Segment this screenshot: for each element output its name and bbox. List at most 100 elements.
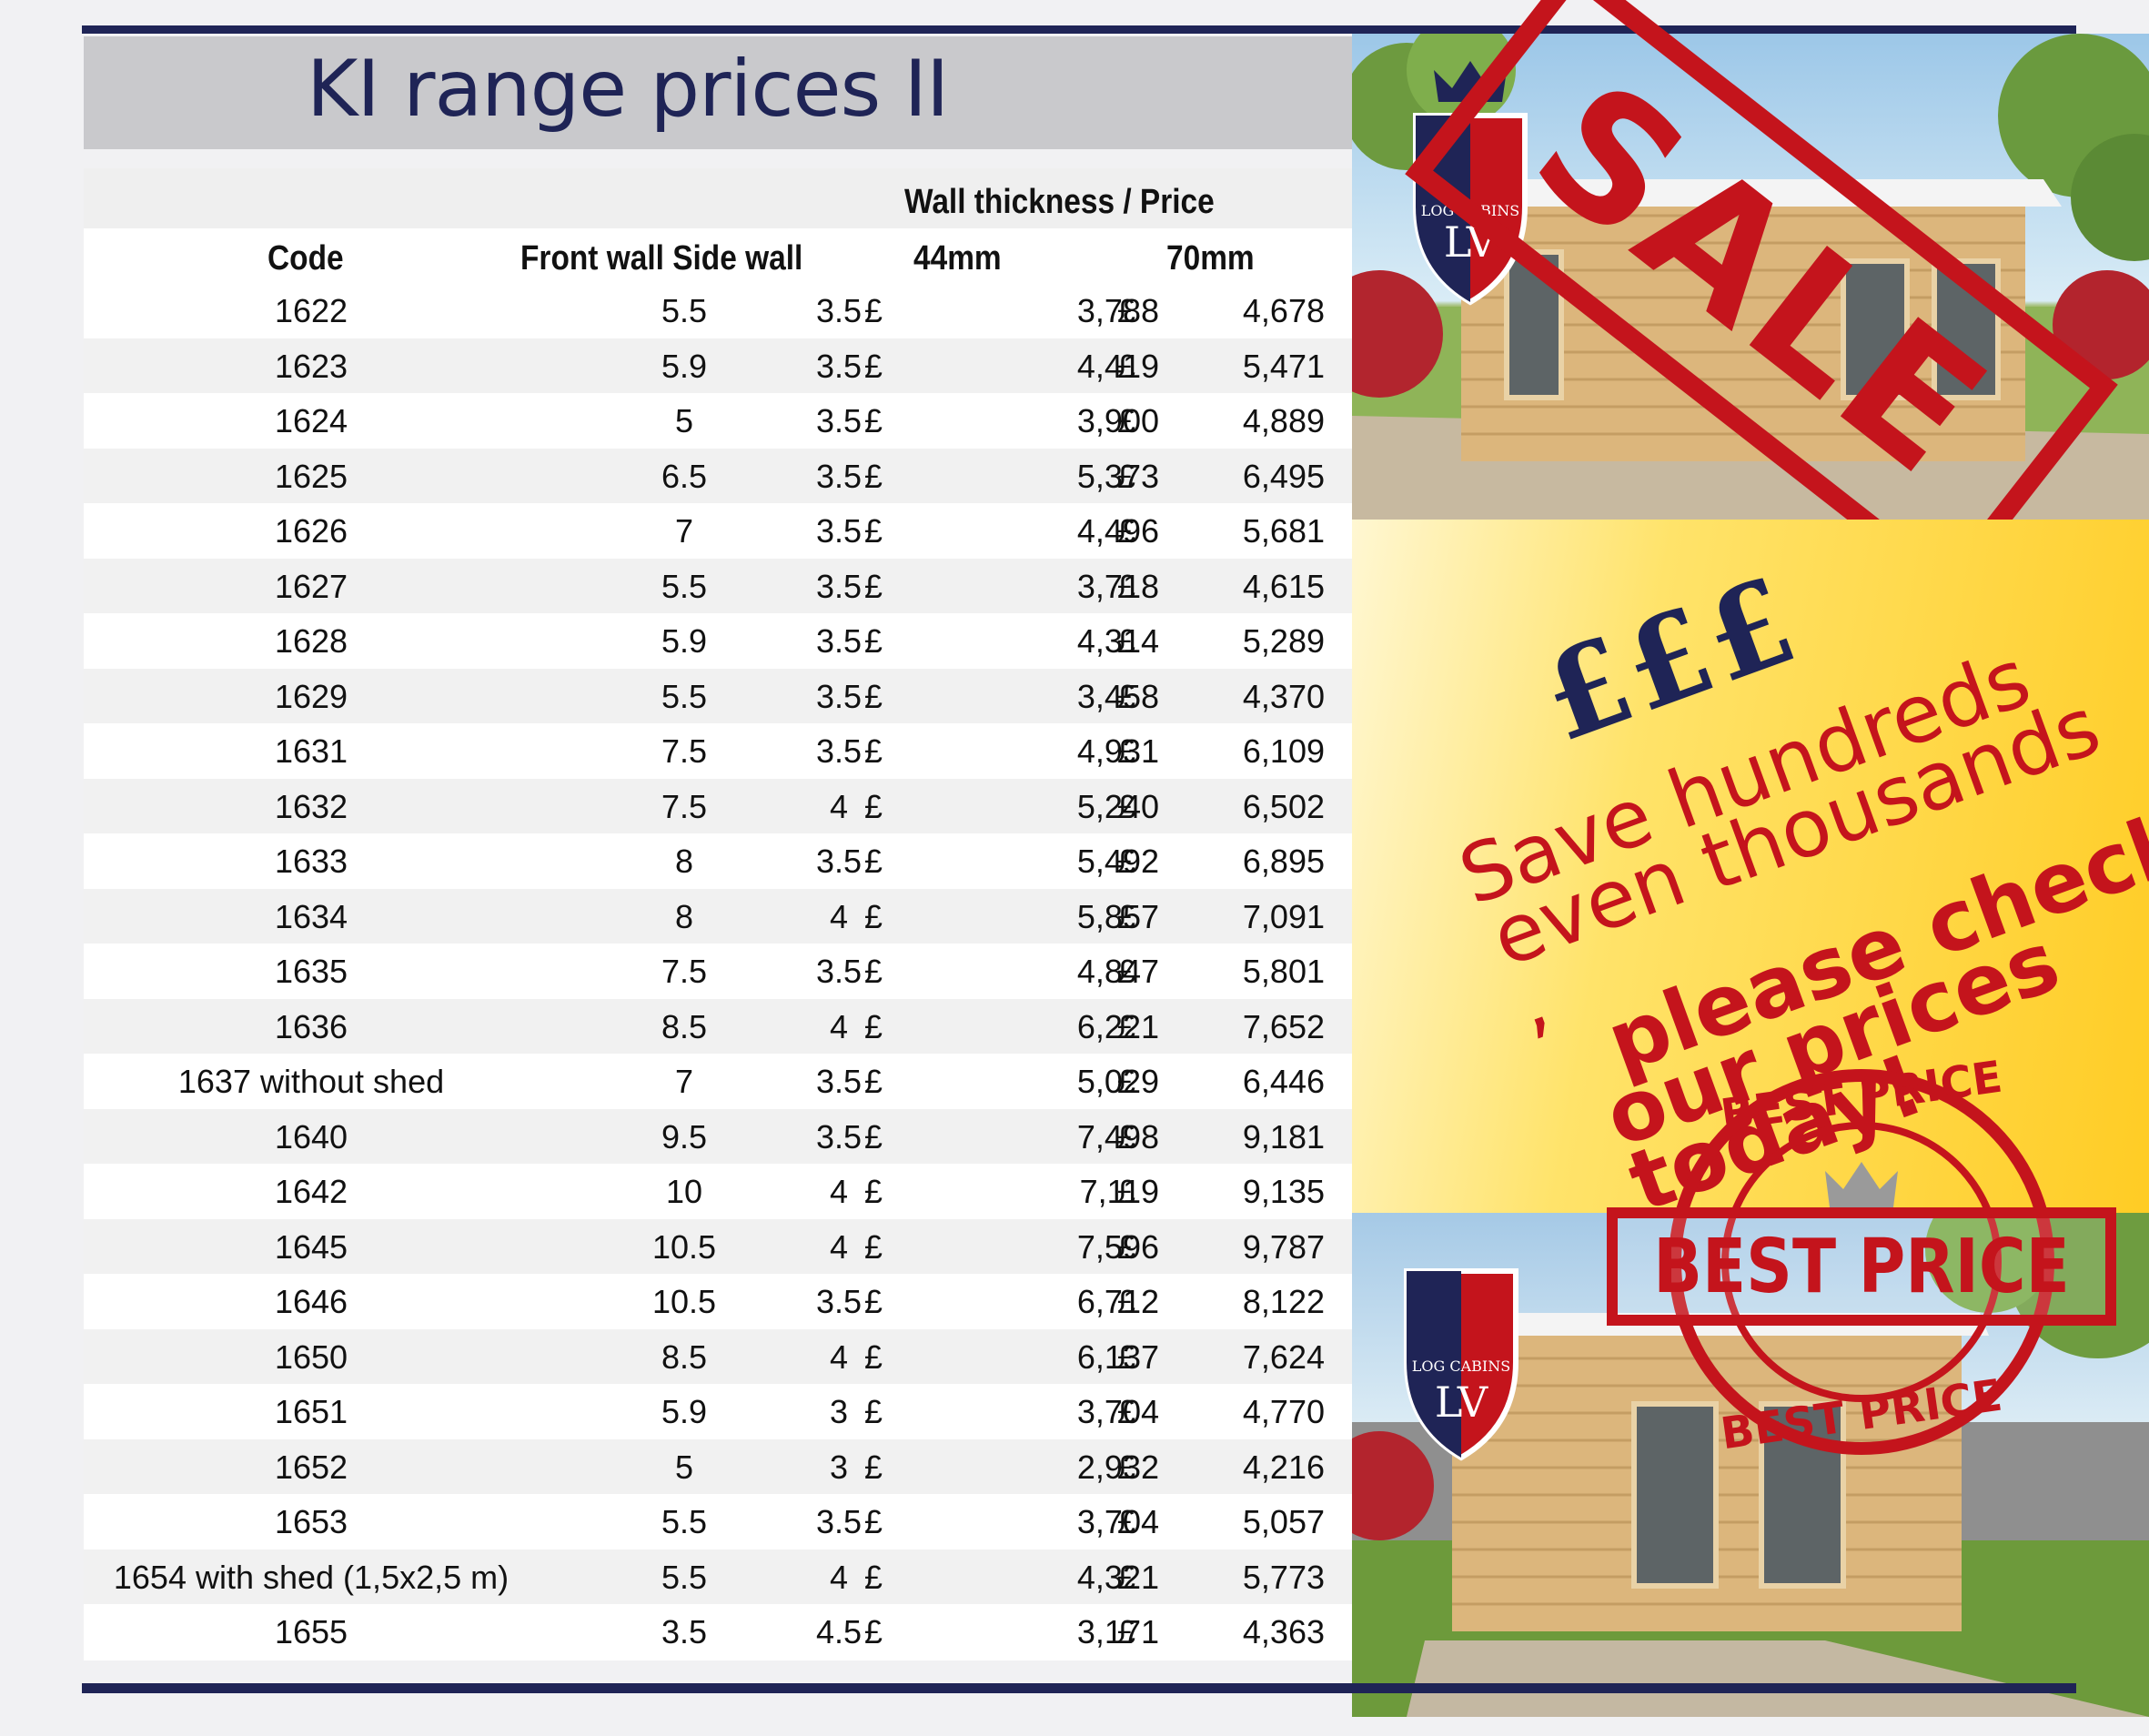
front-wall-cell: 10.5 bbox=[651, 1227, 717, 1266]
front-wall-cell: 10.5 bbox=[651, 1283, 717, 1320]
side-wall-cell: 3.5 bbox=[815, 677, 863, 715]
price-44mm-cell: 4,847 bbox=[1076, 953, 1159, 990]
currency-44-cell: £ bbox=[863, 1283, 883, 1320]
side-wall-cell: 4 bbox=[829, 1558, 849, 1596]
table-row: 1653 5.5 3.5 £3,704 £5,057 bbox=[84, 1494, 1352, 1549]
price-44mm-cell: 5,492 bbox=[1076, 843, 1159, 880]
price-44mm-cell: 5,240 bbox=[1076, 787, 1159, 825]
best-price-banner-text: BEST PRICE bbox=[1653, 1223, 2070, 1310]
code-cell: 1645 bbox=[274, 1227, 348, 1266]
price-44mm-cell: 4,321 bbox=[1076, 1558, 1159, 1596]
side-wall-cell: 3 bbox=[829, 1393, 849, 1430]
currency-44-cell: £ bbox=[863, 1393, 883, 1430]
price-44mm-cell: 3,788 bbox=[1076, 292, 1159, 329]
price-70mm-cell: 5,289 bbox=[1242, 622, 1325, 660]
cabin-illustration-top bbox=[1352, 34, 2149, 520]
currency-70-cell: £ bbox=[1116, 1448, 1136, 1486]
table-row: 1637 without shed 7 3.5 £5,029 £6,446 bbox=[84, 1054, 1352, 1109]
logo-text-bottom: LOG CABINS bbox=[1412, 1358, 1510, 1375]
currency-44-cell: £ bbox=[863, 1007, 883, 1045]
side-wall-cell: 3.5 bbox=[815, 622, 863, 660]
wall-thickness-header: Wall thickness / Price bbox=[904, 183, 1215, 221]
side-wall-cell: 3.5 bbox=[815, 457, 863, 495]
bottom-border bbox=[82, 1683, 2076, 1693]
cabin-photo-bottom bbox=[1352, 1213, 2149, 1717]
price-70mm-cell: 4,370 bbox=[1242, 677, 1325, 715]
currency-44-cell: £ bbox=[863, 292, 883, 329]
currency-70-cell: £ bbox=[1116, 457, 1136, 495]
table-row: 1626 7 3.5 £4,496 £5,681 bbox=[84, 503, 1352, 559]
currency-44-cell: £ bbox=[863, 512, 883, 550]
price-44mm-cell: 7,596 bbox=[1076, 1227, 1159, 1266]
price-70mm-cell: 4,216 bbox=[1242, 1448, 1325, 1486]
side-wall-cell: 4.5 bbox=[815, 1613, 863, 1650]
currency-70-cell: £ bbox=[1116, 622, 1136, 660]
code-cell: 1628 bbox=[274, 622, 348, 660]
front-wall-cell: 5.5 bbox=[661, 1503, 708, 1540]
table-row: 1634 8 4 £5,857 £7,091 bbox=[84, 888, 1352, 944]
currency-44-cell: £ bbox=[863, 347, 883, 385]
column-header-row: Code Front wall Side wall 44mm 70mm bbox=[84, 228, 1352, 283]
front-wall-cell: 10 bbox=[665, 1173, 703, 1210]
currency-44-cell: £ bbox=[863, 1613, 883, 1650]
side-wall-cell: 3.5 bbox=[815, 402, 863, 439]
code-cell: 1636 bbox=[274, 1007, 348, 1045]
currency-70-cell: £ bbox=[1116, 732, 1136, 770]
currency-70-cell: £ bbox=[1116, 897, 1136, 935]
table-row: 1622 5.5 3.5 £3,788 £4,678 bbox=[84, 283, 1352, 338]
log-cabins-logo-bottom: LV LOG CABINS bbox=[1404, 1268, 1518, 1461]
table-row: 1642 10 4 £7,119 £9,135 bbox=[84, 1164, 1352, 1219]
price-44mm-cell: 3,704 bbox=[1076, 1503, 1159, 1540]
front-wall-cell: 7 bbox=[674, 512, 694, 550]
currency-44-cell: £ bbox=[863, 953, 883, 990]
code-cell: 1652 bbox=[274, 1448, 348, 1486]
front-wall-cell: 5.9 bbox=[661, 1393, 708, 1430]
table-row: 1645 10.5 4 £7,596 £9,787 bbox=[84, 1218, 1352, 1274]
price-44mm-cell: 2,932 bbox=[1076, 1448, 1159, 1486]
front-wall-cell: 7.5 bbox=[661, 732, 708, 770]
top-border bbox=[82, 25, 2076, 34]
currency-44-cell: £ bbox=[863, 1227, 883, 1266]
front-wall-cell: 5.5 bbox=[661, 567, 708, 605]
table-row: 1635 7.5 3.5 £4,847 £5,801 bbox=[84, 944, 1352, 999]
code-cell: 1626 bbox=[274, 512, 348, 550]
logo-initials: LV bbox=[1444, 217, 1498, 267]
side-wall-cell: 3.5 bbox=[815, 567, 863, 605]
price-44mm-cell: 4,496 bbox=[1076, 512, 1159, 550]
currency-44-cell: £ bbox=[863, 1063, 883, 1100]
side-wall-cell: 3.5 bbox=[815, 1063, 863, 1100]
currency-70-cell: £ bbox=[1116, 1393, 1136, 1430]
side-wall-cell: 3.5 bbox=[815, 1503, 863, 1540]
currency-44-cell: £ bbox=[863, 1337, 883, 1376]
front-wall-cell: 8.5 bbox=[661, 1337, 708, 1376]
table-row: 1636 8.5 4 £6,221 £7,652 bbox=[84, 998, 1352, 1054]
table-row: 1633 8 3.5 £5,492 £6,895 bbox=[84, 833, 1352, 889]
side-wall-cell: 4 bbox=[829, 1227, 849, 1266]
price-70mm-cell: 5,681 bbox=[1242, 512, 1325, 550]
price-70mm-cell: 7,652 bbox=[1242, 1007, 1325, 1045]
thickness-44mm-header: 44mm bbox=[913, 239, 1002, 278]
price-70mm-cell: 6,109 bbox=[1242, 732, 1325, 770]
currency-70-cell: £ bbox=[1116, 1283, 1136, 1320]
side-wall-cell: 4 bbox=[829, 1337, 849, 1376]
promo-yellow-area: £££ Save hundreds even thousands , pleas… bbox=[1352, 520, 2149, 1231]
price-44mm-cell: 5,029 bbox=[1076, 1063, 1159, 1100]
currency-70-cell: £ bbox=[1116, 1503, 1136, 1540]
price-70mm-cell: 7,624 bbox=[1242, 1337, 1325, 1376]
currency-44-cell: £ bbox=[863, 1117, 883, 1156]
side-wall-cell: 3.5 bbox=[815, 1283, 863, 1320]
front-wall-cell: 5.5 bbox=[661, 677, 708, 715]
price-44mm-cell: 6,137 bbox=[1076, 1337, 1159, 1376]
price-70mm-cell: 9,181 bbox=[1242, 1117, 1325, 1156]
price-44mm-cell: 6,221 bbox=[1076, 1007, 1159, 1045]
price-70mm-cell: 8,122 bbox=[1242, 1283, 1325, 1320]
price-44mm-cell: 7,498 bbox=[1076, 1117, 1159, 1156]
code-cell: 1629 bbox=[274, 677, 348, 715]
front-wall-cell: 8.5 bbox=[661, 1007, 708, 1045]
table-row: 1627 5.5 3.5 £3,718 £4,615 bbox=[84, 558, 1352, 613]
currency-44-cell: £ bbox=[863, 567, 883, 605]
code-cell: 1632 bbox=[274, 787, 348, 825]
front-wall-cell: 5 bbox=[674, 1448, 694, 1486]
code-cell: 1624 bbox=[274, 402, 348, 439]
table-row: 1629 5.5 3.5 £3,458 £4,370 bbox=[84, 668, 1352, 723]
